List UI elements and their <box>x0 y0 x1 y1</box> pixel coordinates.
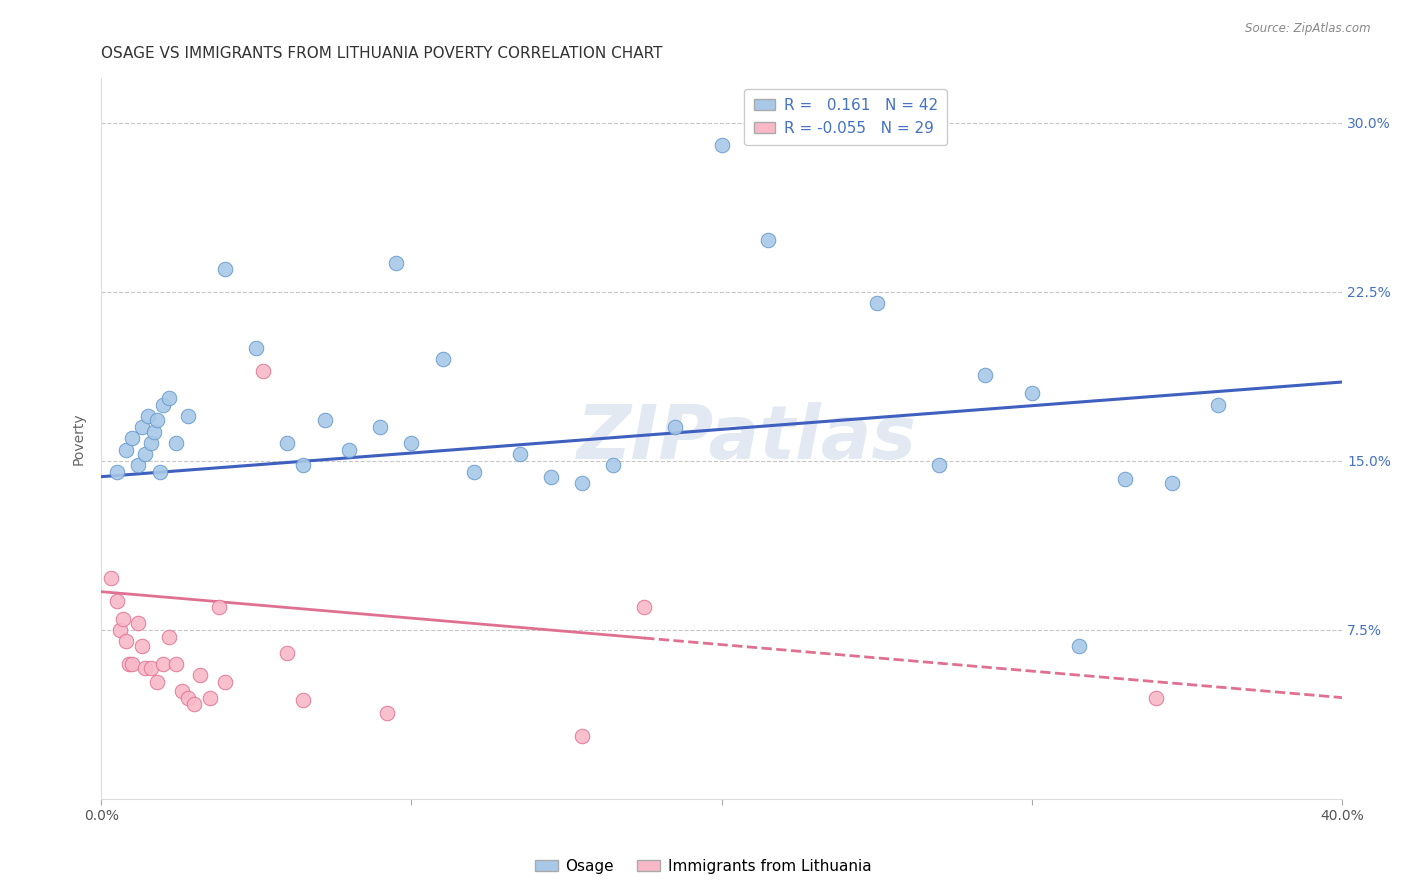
Point <box>127 458 149 473</box>
Point <box>146 674 169 689</box>
Legend: Osage, Immigrants from Lithuania: Osage, Immigrants from Lithuania <box>529 853 877 880</box>
Point <box>118 657 141 671</box>
Point <box>1067 639 1090 653</box>
Point <box>142 425 165 439</box>
Point <box>866 296 889 310</box>
Point <box>146 413 169 427</box>
Point <box>121 657 143 671</box>
Point <box>105 465 128 479</box>
Point <box>339 442 361 457</box>
Y-axis label: Poverty: Poverty <box>72 412 86 465</box>
Point <box>183 698 205 712</box>
Point <box>1206 398 1229 412</box>
Point <box>375 706 398 721</box>
Point <box>432 352 454 367</box>
Point <box>177 690 200 705</box>
Point <box>804 104 827 119</box>
Point <box>291 458 314 473</box>
Point <box>165 435 187 450</box>
Point <box>214 262 236 277</box>
Point <box>974 368 997 383</box>
Point <box>190 668 212 682</box>
Point <box>115 634 138 648</box>
Point <box>756 233 779 247</box>
Point <box>928 458 950 473</box>
Point <box>170 683 193 698</box>
Point <box>1160 476 1182 491</box>
Point <box>152 657 174 671</box>
Text: OSAGE VS IMMIGRANTS FROM LITHUANIA POVERTY CORRELATION CHART: OSAGE VS IMMIGRANTS FROM LITHUANIA POVER… <box>101 46 662 62</box>
Point <box>276 646 298 660</box>
Point <box>291 693 314 707</box>
Point <box>149 465 172 479</box>
Point <box>108 623 131 637</box>
Point <box>131 420 153 434</box>
Point <box>111 612 134 626</box>
Text: ZIPatlas: ZIPatlas <box>576 402 917 475</box>
Point <box>198 690 221 705</box>
Point <box>100 571 122 585</box>
Point <box>540 469 562 483</box>
Point <box>165 657 187 671</box>
Text: Source: ZipAtlas.com: Source: ZipAtlas.com <box>1246 22 1371 36</box>
Point <box>1114 472 1136 486</box>
Point <box>139 661 162 675</box>
Point <box>208 600 231 615</box>
Point <box>509 447 531 461</box>
Point <box>633 600 655 615</box>
Point <box>134 447 156 461</box>
Point <box>139 435 162 450</box>
Point <box>1021 386 1043 401</box>
Point <box>245 341 267 355</box>
Point <box>214 674 236 689</box>
Point <box>571 476 593 491</box>
Point <box>664 420 686 434</box>
Point <box>602 458 624 473</box>
Point <box>385 255 408 269</box>
Point <box>177 409 200 423</box>
Point <box>159 391 181 405</box>
Point <box>159 630 181 644</box>
Point <box>134 661 156 675</box>
Point <box>252 364 274 378</box>
Point <box>401 435 423 450</box>
Point <box>571 729 593 743</box>
Point <box>131 639 153 653</box>
Point <box>136 409 159 423</box>
Point <box>152 398 174 412</box>
Point <box>121 431 143 445</box>
Point <box>463 465 485 479</box>
Legend: R =   0.161   N = 42, R = -0.055   N = 29: R = 0.161 N = 42, R = -0.055 N = 29 <box>744 89 948 145</box>
Point <box>127 616 149 631</box>
Point <box>710 138 733 153</box>
Point <box>370 420 392 434</box>
Point <box>314 413 336 427</box>
Point <box>1144 690 1167 705</box>
Point <box>115 442 138 457</box>
Point <box>105 593 128 607</box>
Point <box>276 435 298 450</box>
